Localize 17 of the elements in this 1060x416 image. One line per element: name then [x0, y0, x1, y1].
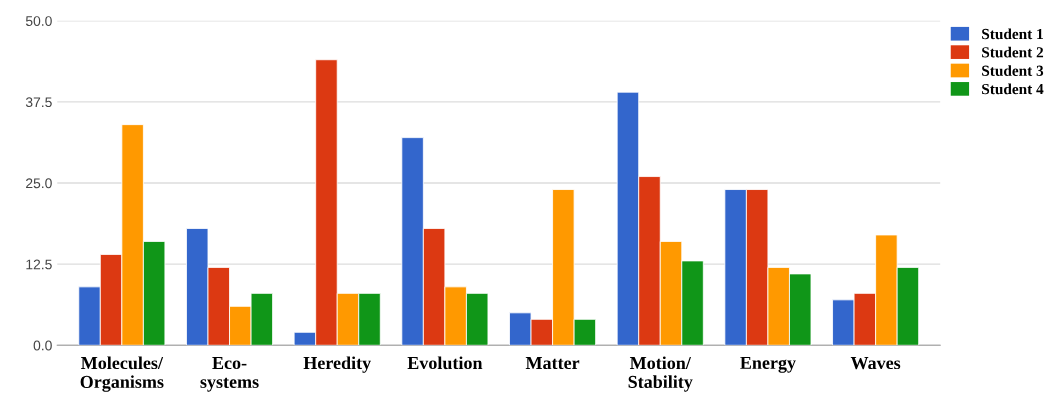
x-tick-label: Energy: [740, 356, 796, 373]
x-tick-label: Waves: [850, 357, 901, 370]
y-tick-label: 0.0: [33, 340, 52, 351]
legend-label: Student 2: [982, 46, 1044, 58]
y-tick-label: 37.5: [25, 97, 52, 108]
y-tick-label: 50.0: [25, 16, 52, 26]
x-tick-label: Molecules/ Organisms: [80, 356, 164, 392]
x-tick-label: Matter: [525, 357, 580, 370]
legend-label: Student 1: [982, 28, 1043, 40]
legend-label: Student 3: [982, 65, 1044, 76]
x-tick-label: Evolution: [407, 356, 483, 370]
y-tick-label: 12.5: [26, 259, 52, 270]
legend-label: Student 4: [982, 83, 1044, 95]
x-tick-label: Heredity: [303, 356, 371, 373]
x-tick-label: Motion/ Stability: [628, 356, 693, 392]
y-tick-label: 25.0: [26, 178, 52, 189]
x-tick-label: Eco- systems: [200, 357, 259, 392]
